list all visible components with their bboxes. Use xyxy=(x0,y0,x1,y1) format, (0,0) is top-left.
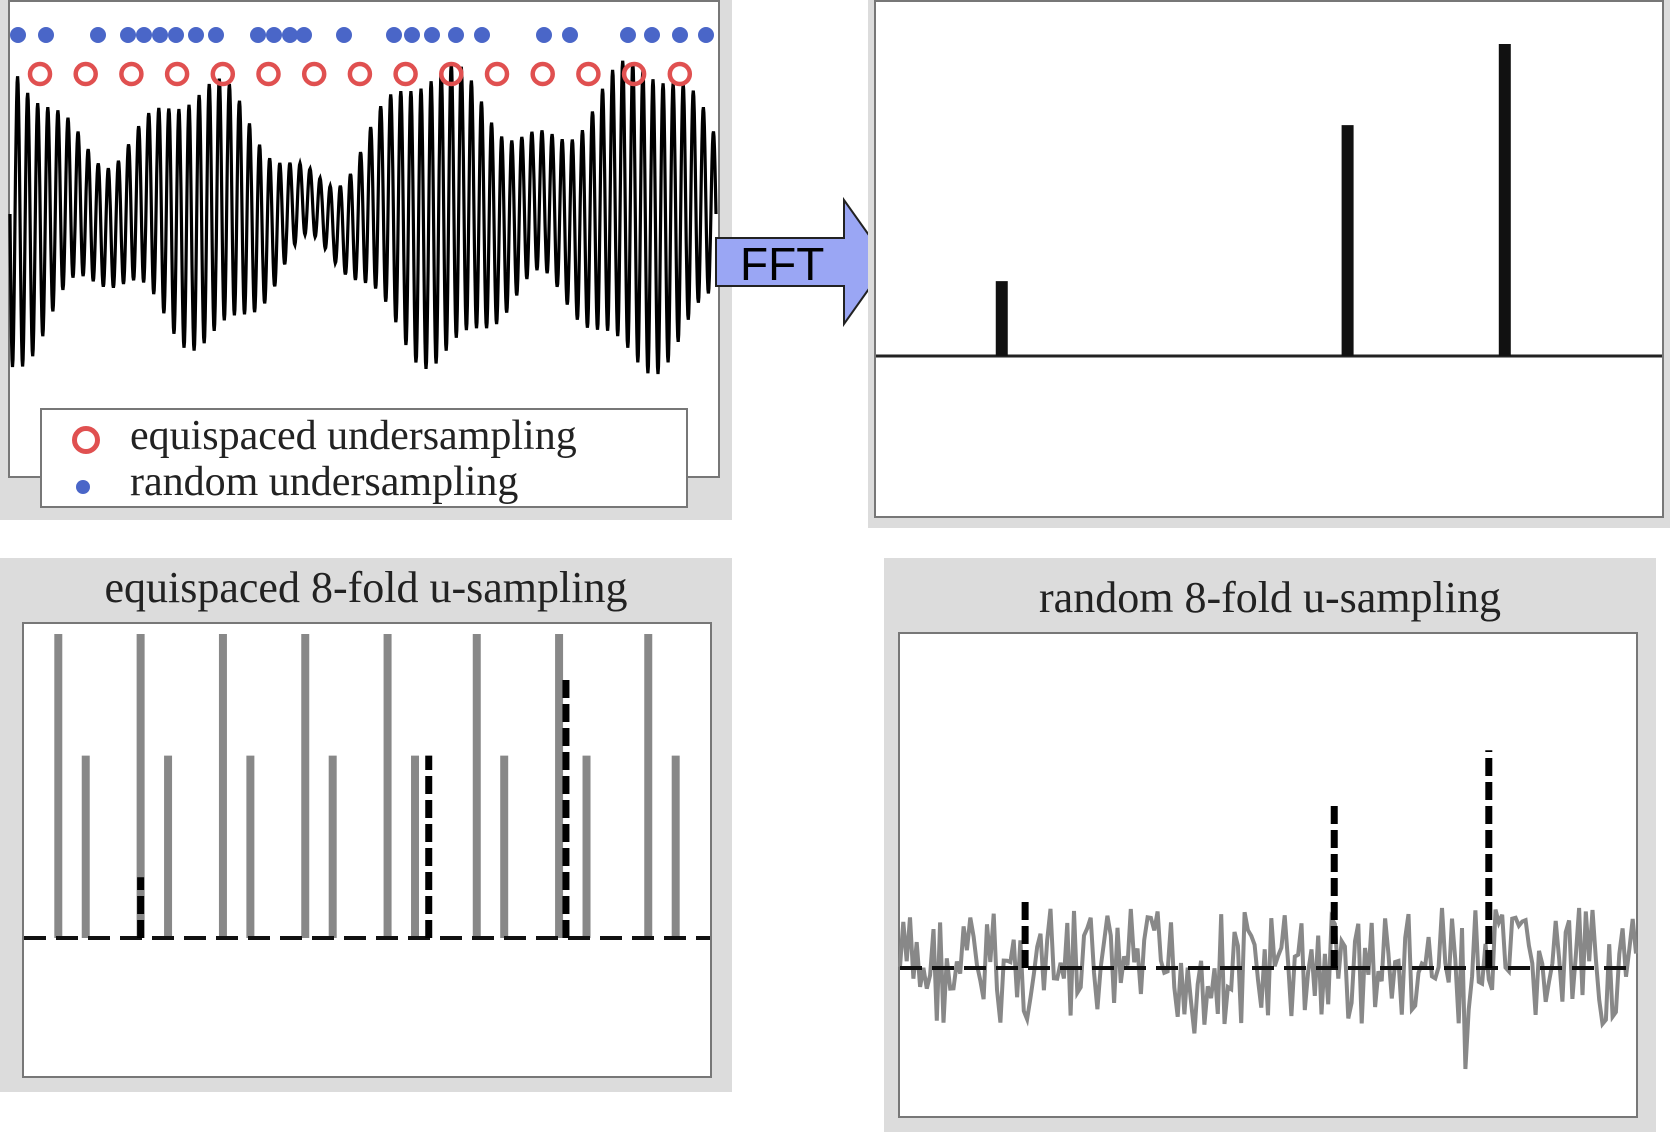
legend-row-equispaced: equispaced undersampling xyxy=(42,412,686,459)
equispaced-sample-marker xyxy=(667,61,693,87)
random-sample-marker xyxy=(152,27,168,43)
equispaced-plot xyxy=(24,634,710,940)
spectrum-plot xyxy=(876,44,1662,358)
aliasing-noise xyxy=(898,907,1638,1070)
random-sample-marker xyxy=(404,27,420,43)
random-sample-marker xyxy=(448,27,464,43)
random-sample-marker xyxy=(168,27,184,43)
random-sample-marker xyxy=(188,27,204,43)
random-sample-marker xyxy=(120,27,136,43)
random-sample-marker xyxy=(208,27,224,43)
equispaced-sample-marker xyxy=(256,61,281,87)
random-sample-marker xyxy=(38,27,54,43)
random-sample-marker xyxy=(296,27,312,43)
random-sample-marker xyxy=(644,27,660,43)
signal-plot xyxy=(8,27,718,375)
equispaced-sample-marker xyxy=(210,61,236,87)
legend-row-random: random undersampling xyxy=(42,458,686,505)
signal-waveform xyxy=(8,60,718,375)
equispaced-sample-marker xyxy=(119,61,144,87)
equispaced-marker-icon xyxy=(72,426,100,454)
random-plot-area xyxy=(898,632,1638,1118)
random-sample-marker xyxy=(250,27,266,43)
equispaced-title: equispaced 8-fold u-sampling xyxy=(104,563,628,612)
equispaced-sample-marker xyxy=(393,61,418,87)
random-plot xyxy=(898,750,1638,1070)
random-sample-marker xyxy=(620,27,636,43)
spectrum-panel xyxy=(868,0,1670,528)
signal-legend: equispaced undersampling random undersam… xyxy=(40,408,688,508)
equispaced-sample-marker xyxy=(301,61,327,87)
random-sample-marker xyxy=(424,27,440,43)
fft-arrow xyxy=(715,196,890,328)
random-sample-marker xyxy=(672,27,688,43)
random-marker-icon xyxy=(76,480,90,494)
random-sample-marker xyxy=(474,27,490,43)
random-title: random 8-fold u-sampling xyxy=(1039,573,1501,622)
random-sample-marker xyxy=(336,27,352,43)
equispaced-sample-marker xyxy=(576,61,601,87)
fft-label: FFT xyxy=(740,238,825,290)
fft-arrow-shape xyxy=(715,196,890,328)
random-sample-marker xyxy=(536,27,552,43)
random-sample-marker xyxy=(282,27,298,43)
random-sample-marker xyxy=(386,27,402,43)
legend-label-equispaced: equispaced undersampling xyxy=(130,413,577,459)
random-sample-marker xyxy=(10,27,26,43)
equispaced-sample-marker xyxy=(484,61,510,87)
legend-label-random: random undersampling xyxy=(130,459,519,505)
random-sample-marker xyxy=(266,27,282,43)
equispaced-sample-marker xyxy=(621,61,647,87)
random-sample-marker xyxy=(562,27,578,43)
random-panel: random 8-fold u-sampling xyxy=(884,558,1656,1132)
equispaced-sample-marker xyxy=(439,61,464,87)
signal-panel: equispaced undersampling random undersam… xyxy=(0,0,732,520)
random-sample-marker xyxy=(90,27,106,43)
spectrum-plot-area xyxy=(874,0,1664,518)
random-sample-marker xyxy=(698,27,714,43)
equispaced-panel: equispaced 8-fold u-sampling xyxy=(0,558,732,1092)
equispaced-sample-marker xyxy=(164,61,190,87)
equispaced-sample-marker xyxy=(347,61,373,87)
equispaced-sample-marker xyxy=(73,61,98,87)
equispaced-sample-marker xyxy=(27,61,53,87)
equispaced-sample-marker xyxy=(530,61,555,87)
random-sample-marker xyxy=(136,27,152,43)
